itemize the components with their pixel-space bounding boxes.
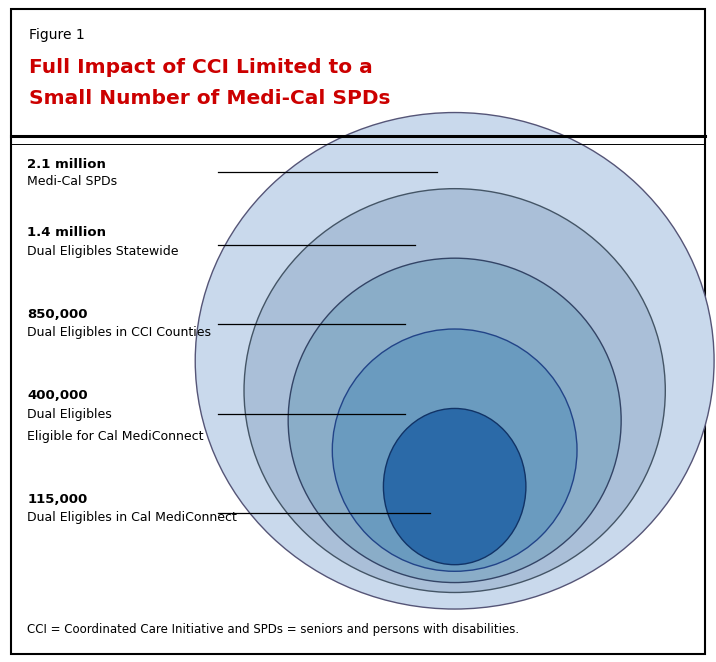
Text: Dual Eligibles in Cal MediConnect: Dual Eligibles in Cal MediConnect (27, 511, 237, 524)
Text: Dual Eligibles: Dual Eligibles (27, 408, 112, 421)
Text: Medi-Cal SPDs: Medi-Cal SPDs (27, 175, 117, 189)
Text: 2.1 million: 2.1 million (27, 158, 106, 171)
Text: Figure 1: Figure 1 (29, 28, 84, 42)
Text: 1.4 million: 1.4 million (27, 226, 106, 240)
Ellipse shape (383, 408, 526, 565)
Text: Dual Eligibles Statewide: Dual Eligibles Statewide (27, 245, 179, 258)
Text: 400,000: 400,000 (27, 389, 88, 402)
Text: 115,000: 115,000 (27, 493, 87, 506)
Text: CCI = Coordinated Care Initiative and SPDs = seniors and persons with disabiliti: CCI = Coordinated Care Initiative and SP… (27, 622, 519, 636)
Ellipse shape (332, 329, 577, 571)
Text: 850,000: 850,000 (27, 308, 87, 321)
Text: Dual Eligibles in CCI Counties: Dual Eligibles in CCI Counties (27, 326, 211, 340)
Text: Full Impact of CCI Limited to a: Full Impact of CCI Limited to a (29, 58, 372, 77)
Text: Small Number of Medi-Cal SPDs: Small Number of Medi-Cal SPDs (29, 89, 390, 109)
Ellipse shape (244, 189, 665, 592)
FancyBboxPatch shape (11, 9, 705, 654)
Ellipse shape (195, 113, 714, 609)
Text: Eligible for Cal MediConnect: Eligible for Cal MediConnect (27, 430, 204, 443)
Ellipse shape (288, 258, 621, 583)
